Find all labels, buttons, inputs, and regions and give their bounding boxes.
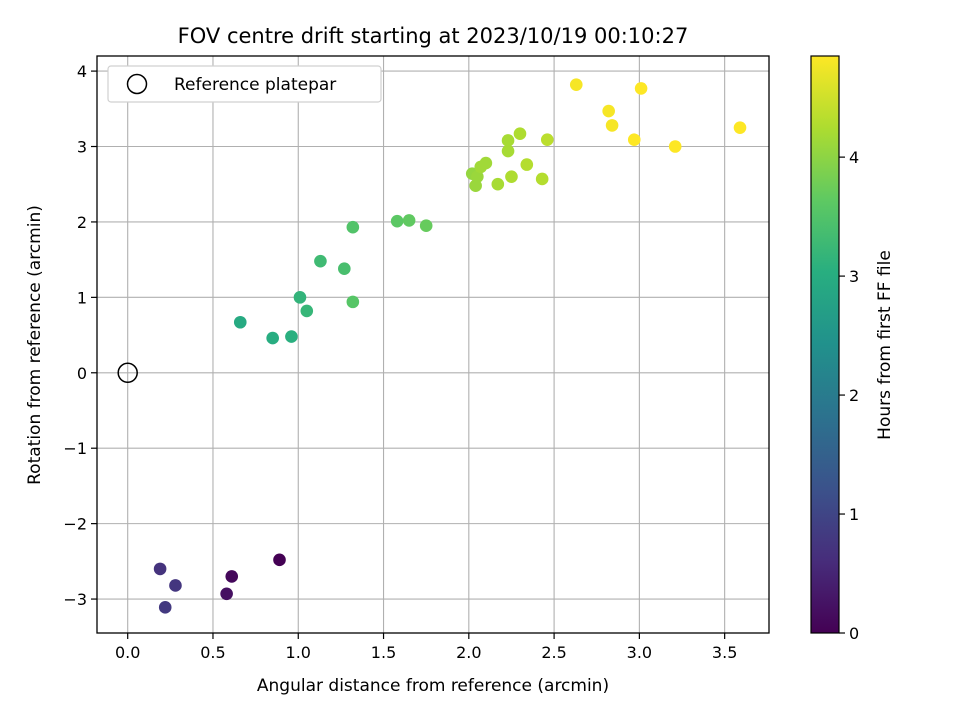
data-point xyxy=(520,158,534,171)
data-point xyxy=(169,579,182,592)
data-points xyxy=(153,78,747,614)
chart-title: FOV centre drift starting at 2023/10/19 … xyxy=(178,24,689,48)
x-axis-ticks: 0.0 0.5 1.0 1.5 2.0 2.5 3.0 3.5 xyxy=(115,633,737,662)
colorbar-tick-label: 1 xyxy=(849,505,859,524)
y-tick-label: 2 xyxy=(77,213,87,232)
data-point xyxy=(505,170,518,183)
y-tick-label: −3 xyxy=(63,590,87,609)
data-point xyxy=(602,104,615,118)
legend-reference-marker xyxy=(126,73,148,95)
grid-lines xyxy=(97,56,769,633)
x-tick-label: 0.5 xyxy=(200,643,225,662)
data-point xyxy=(293,291,307,304)
data-point xyxy=(266,331,279,345)
data-point xyxy=(535,172,549,186)
data-point xyxy=(300,304,314,318)
y-tick-label: 0 xyxy=(77,364,87,383)
colorbar-gradient xyxy=(810,55,840,634)
data-point xyxy=(513,127,527,140)
colorbar-ticks: 0 1 2 3 4 xyxy=(839,148,859,643)
data-point xyxy=(233,315,247,329)
y-tick-label: 1 xyxy=(77,288,87,307)
data-point xyxy=(540,133,554,147)
data-point xyxy=(605,119,619,132)
data-point xyxy=(314,254,327,268)
data-point xyxy=(402,214,416,227)
legend-label: Reference platepar xyxy=(174,75,336,95)
data-point xyxy=(569,78,583,91)
data-point xyxy=(153,562,167,576)
colorbar-tick-label: 4 xyxy=(849,148,859,167)
x-tick-label: 3.5 xyxy=(712,643,737,662)
data-point xyxy=(346,220,360,234)
x-tick-label: 3.0 xyxy=(627,643,652,662)
legend: Reference platepar xyxy=(107,65,382,103)
data-point xyxy=(390,214,404,228)
data-point xyxy=(479,156,493,170)
data-point xyxy=(220,587,233,601)
y-axis-label: Rotation from reference (arcmin) xyxy=(25,205,45,485)
reference-platepar-marker xyxy=(117,362,138,384)
data-point xyxy=(346,295,360,309)
y-axis-ticks: −3 −2 −1 0 1 2 3 4 xyxy=(63,62,97,609)
legend-box xyxy=(107,65,382,103)
data-point xyxy=(733,121,747,134)
data-point xyxy=(419,219,433,233)
data-point xyxy=(668,140,682,153)
x-tick-label: 1.5 xyxy=(371,643,396,662)
colorbar-tick-label: 3 xyxy=(849,267,859,286)
x-tick-label: 0.0 xyxy=(115,643,140,662)
data-point xyxy=(471,170,484,183)
data-point xyxy=(634,82,648,95)
data-point xyxy=(627,133,641,147)
y-tick-label: −1 xyxy=(63,439,87,458)
data-point xyxy=(501,134,515,147)
x-axis-label: Angular distance from reference (arcmin) xyxy=(257,676,609,696)
x-tick-label: 2.0 xyxy=(456,643,481,662)
data-point xyxy=(285,330,298,343)
y-tick-label: 4 xyxy=(77,62,87,81)
colorbar-tick-label: 0 xyxy=(849,624,859,643)
data-point xyxy=(273,553,286,567)
colorbar: 0 1 2 3 4 Hours from first FF file xyxy=(810,55,895,643)
data-point xyxy=(501,144,515,158)
data-point xyxy=(225,570,239,583)
data-point xyxy=(338,262,351,275)
plot-frame xyxy=(96,55,770,634)
y-tick-label: −2 xyxy=(63,515,87,534)
data-point xyxy=(158,601,172,614)
x-tick-label: 1.0 xyxy=(286,643,311,662)
colorbar-tick-label: 2 xyxy=(849,386,859,405)
x-tick-label: 2.5 xyxy=(541,643,566,662)
data-point xyxy=(491,177,505,191)
y-tick-label: 3 xyxy=(77,138,87,157)
colorbar-label: Hours from first FF file xyxy=(875,250,895,440)
